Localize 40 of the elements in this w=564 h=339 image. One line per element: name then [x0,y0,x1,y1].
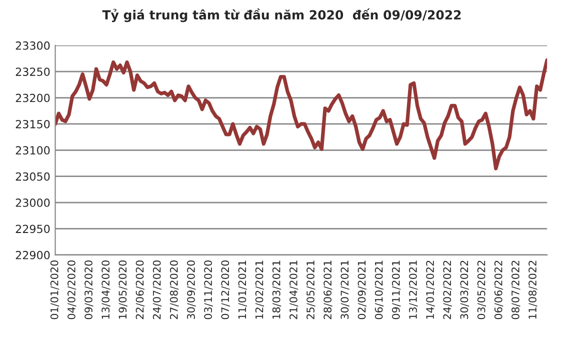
y-tick-label: 23100 [16,146,50,155]
x-tick-label: 03/05/2022 [477,260,486,320]
x-tick-label: 09/11/2021 [392,260,401,320]
x-tick-label: 30/09/2020 [187,260,196,320]
x-tick-label: 11/01/2021 [238,260,247,319]
line-series [55,58,548,170]
x-tick-label: 03/11/2020 [204,260,213,320]
y-tick-label: 23150 [16,120,50,128]
x-tick-label: 24/02/2022 [443,260,452,320]
x-tick-label: 30/07/2021 [340,260,350,320]
x-tick-label: 07/12/2020 [221,260,230,320]
x-tick-label: 04/02/2020 [67,260,76,320]
y-tick-label: 23250 [16,68,50,76]
chart-title: Tỷ giá trung tâm từ đầu năm 2020 đến 09/09/2022 [102,8,461,22]
x-tick-label: 21/04/2021 [289,260,298,320]
y-tick-label: 23300 [16,41,50,50]
x-tick-label: 06/06/2022 [494,260,504,320]
x-tick-label: 11/08/2022 [528,260,538,319]
y-tick-label: 23000 [16,198,50,207]
x-tick-label: 30/03/2022 [460,260,469,320]
x-tick-label: 09/03/2020 [84,260,94,320]
x-tick-label: 06/10/2021 [374,260,384,320]
x-tick-label: 28/06/2021 [324,260,332,320]
y-tick-label: 23200 [16,94,50,102]
x-tick-label: 22/06/2020 [136,260,144,320]
x-tick-label: 19/05/2020 [118,260,128,319]
x-tick-label: 08/07/2022 [511,260,520,320]
x-tick-label: 25/05/2021 [306,260,316,320]
x-tick-label: 24/07/2020 [152,260,162,320]
x-tick-label: 13/12/2021 [409,260,418,319]
x-tick-label: 14/01/2022 [426,260,435,319]
y-tick-label: 23050 [16,172,50,181]
x-tick-label: 13/04/2020 [102,260,110,319]
x-tick-label: 27/08/2020 [170,260,179,320]
y-tick-label: 22950 [16,224,50,234]
y-tick-label: 22900 [16,250,50,260]
x-tick-label: 18/03/2021 [272,260,282,319]
x-tick-label: 01/01/2020 [50,260,60,320]
x-tick-label: 02/09/2021 [358,260,366,320]
x-tick-label: 12/02/2021 [255,260,264,319]
